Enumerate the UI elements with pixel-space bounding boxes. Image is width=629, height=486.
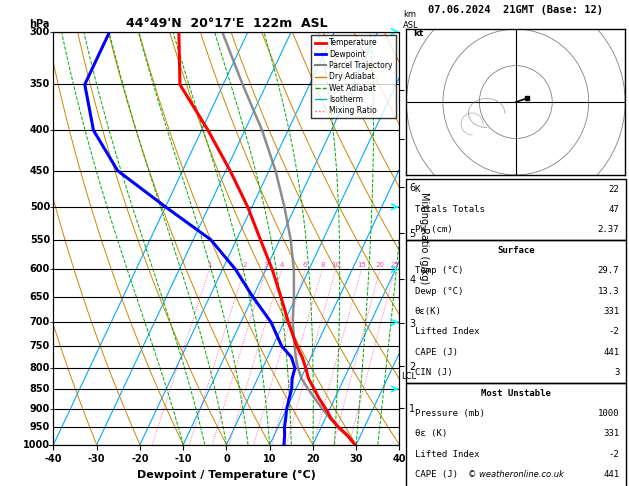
Text: 29.7: 29.7 (598, 266, 619, 275)
Text: 1: 1 (207, 262, 211, 268)
Text: 450: 450 (30, 166, 50, 176)
Text: 900: 900 (30, 403, 50, 414)
Text: 700: 700 (30, 317, 50, 327)
Text: 600: 600 (30, 264, 50, 275)
Text: -2: -2 (608, 450, 619, 459)
Text: 20: 20 (376, 262, 384, 268)
Text: 13.3: 13.3 (598, 287, 619, 295)
Text: 15: 15 (357, 262, 366, 268)
Text: kt: kt (414, 30, 424, 38)
Text: Temp (°C): Temp (°C) (415, 266, 463, 275)
Text: 800: 800 (30, 363, 50, 373)
Text: 400: 400 (30, 125, 50, 135)
Text: LCL: LCL (401, 372, 416, 381)
Text: 8: 8 (320, 262, 325, 268)
Text: © weatheronline.co.uk: © weatheronline.co.uk (468, 469, 564, 479)
Text: 300: 300 (30, 27, 50, 36)
Text: Lifted Index: Lifted Index (415, 450, 479, 459)
Text: 47: 47 (608, 205, 619, 214)
Text: 350: 350 (30, 80, 50, 89)
Text: 25: 25 (391, 262, 399, 268)
Text: Pressure (mb): Pressure (mb) (415, 409, 484, 418)
Text: CAPE (J): CAPE (J) (415, 470, 457, 479)
Text: θε (K): θε (K) (415, 430, 447, 438)
Text: 650: 650 (30, 292, 50, 302)
Text: km
ASL: km ASL (403, 10, 418, 30)
Text: 07.06.2024  21GMT (Base: 12): 07.06.2024 21GMT (Base: 12) (428, 5, 603, 15)
Text: 331: 331 (603, 430, 619, 438)
Text: Most Unstable: Most Unstable (481, 389, 551, 398)
Text: 2: 2 (242, 262, 247, 268)
Text: 750: 750 (30, 341, 50, 351)
Text: 500: 500 (30, 202, 50, 212)
Text: hPa: hPa (29, 19, 50, 30)
Text: 10: 10 (331, 262, 340, 268)
Text: 1000: 1000 (23, 440, 50, 450)
Text: 441: 441 (603, 470, 619, 479)
Text: CIN (J): CIN (J) (415, 368, 452, 377)
Text: 4: 4 (280, 262, 284, 268)
Text: Lifted Index: Lifted Index (415, 328, 479, 336)
Text: 950: 950 (30, 422, 50, 432)
Text: 331: 331 (603, 307, 619, 316)
Y-axis label: Mixing Ratio (g/kg): Mixing Ratio (g/kg) (420, 192, 429, 284)
Text: 3: 3 (264, 262, 268, 268)
Legend: Temperature, Dewpoint, Parcel Trajectory, Dry Adiabat, Wet Adiabat, Isotherm, Mi: Temperature, Dewpoint, Parcel Trajectory… (311, 35, 396, 118)
Text: 550: 550 (30, 235, 50, 244)
Text: -2: -2 (608, 328, 619, 336)
Text: CAPE (J): CAPE (J) (415, 348, 457, 357)
Text: Dewp (°C): Dewp (°C) (415, 287, 463, 295)
Text: 441: 441 (603, 348, 619, 357)
Title: 44°49'N  20°17'E  122m  ASL: 44°49'N 20°17'E 122m ASL (126, 17, 327, 31)
Text: 3: 3 (614, 368, 619, 377)
Text: θε(K): θε(K) (415, 307, 442, 316)
Text: 850: 850 (30, 384, 50, 394)
Text: Totals Totals: Totals Totals (415, 205, 484, 214)
Text: PW (cm): PW (cm) (415, 226, 452, 234)
Text: 6: 6 (303, 262, 308, 268)
Text: 22: 22 (608, 185, 619, 193)
X-axis label: Dewpoint / Temperature (°C): Dewpoint / Temperature (°C) (137, 470, 316, 480)
Text: 1000: 1000 (598, 409, 619, 418)
Text: 2.37: 2.37 (598, 226, 619, 234)
Text: K: K (415, 185, 420, 193)
Text: Surface: Surface (497, 246, 535, 255)
